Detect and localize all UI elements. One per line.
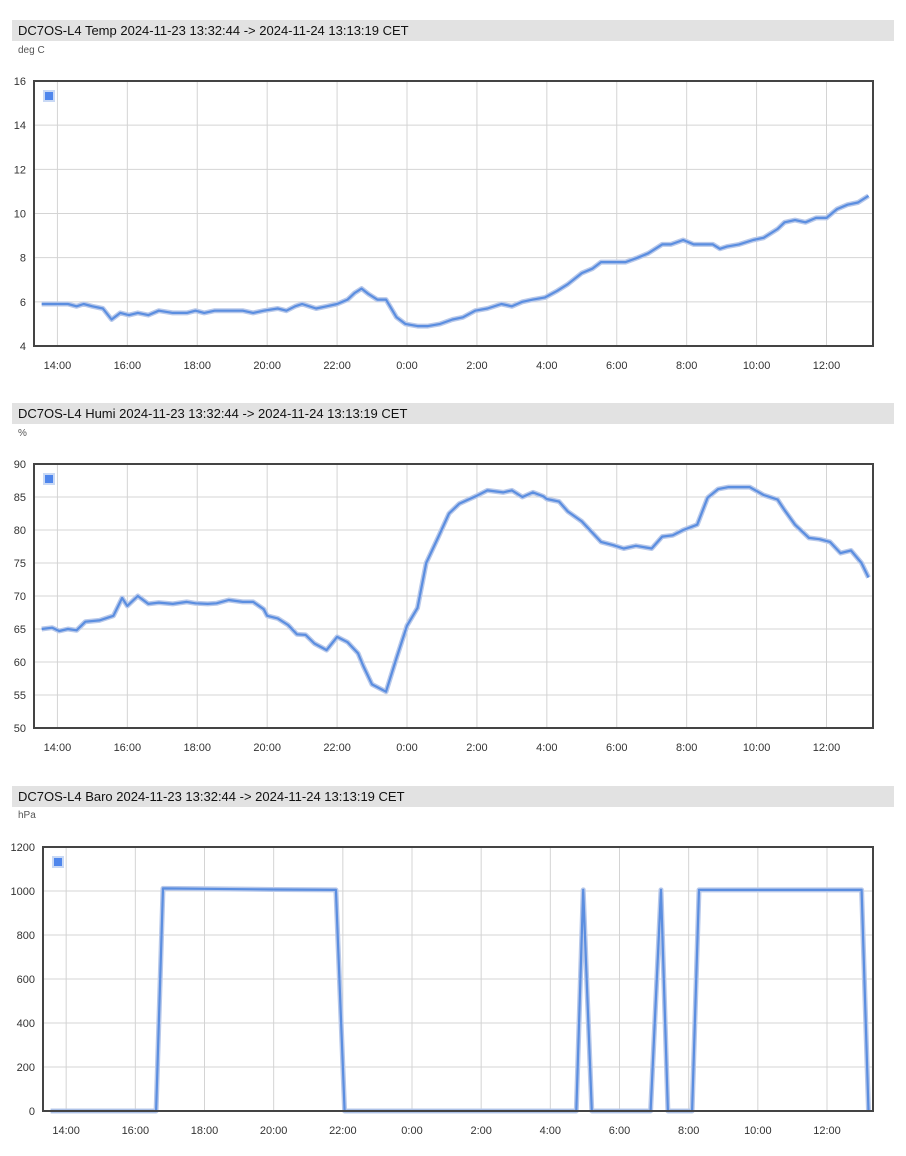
baro-ytick-label: 0 <box>29 1106 35 1118</box>
humi-legend-swatch <box>43 473 55 485</box>
humi-ytick-label: 75 <box>14 558 26 570</box>
baro-legend-swatch <box>52 856 64 868</box>
humi-xtick-label: 0:00 <box>396 742 417 754</box>
humi-ytick-label: 60 <box>14 657 26 669</box>
temp-xtick-label: 8:00 <box>676 360 697 372</box>
baro-xtick-label: 8:00 <box>678 1125 699 1137</box>
temp-xtick-label: 6:00 <box>606 360 627 372</box>
humi-xtick-label: 18:00 <box>183 742 211 754</box>
temp-xtick-label: 18:00 <box>183 360 211 372</box>
humi-xtick-label: 14:00 <box>44 742 72 754</box>
humi-chart-ylabel: % <box>18 428 27 439</box>
temp-xtick-label: 20:00 <box>253 360 281 372</box>
temp-ytick-label: 8 <box>20 253 26 265</box>
humi-ytick-label: 70 <box>14 591 26 603</box>
temp-ytick-label: 6 <box>20 297 26 309</box>
baro-xtick-label: 4:00 <box>540 1125 561 1137</box>
temp-xtick-label: 10:00 <box>743 360 771 372</box>
humi-ytick-label: 90 <box>14 459 26 471</box>
baro-xtick-label: 18:00 <box>191 1125 219 1137</box>
baro-xtick-label: 0:00 <box>401 1125 422 1137</box>
baro-chart-title: DC7OS-L4 Baro 2024-11-23 13:32:44 -> 202… <box>12 786 894 807</box>
baro-series-line <box>50 887 870 1113</box>
temp-chart-ylabel: deg C <box>18 45 45 56</box>
baro-xtick-label: 2:00 <box>470 1125 491 1137</box>
temp-xtick-label: 12:00 <box>813 360 841 372</box>
temp-xtick-label: 0:00 <box>396 360 417 372</box>
temp-ytick-label: 4 <box>20 341 26 353</box>
temp-xtick-label: 14:00 <box>44 360 72 372</box>
baro-ytick-label: 600 <box>17 974 35 986</box>
humi-xtick-label: 10:00 <box>743 742 771 754</box>
baro-ytick-label: 1200 <box>11 842 35 854</box>
baro-xtick-label: 14:00 <box>52 1125 80 1137</box>
baro-ytick-label: 1000 <box>11 886 35 898</box>
temp-xtick-label: 22:00 <box>323 360 351 372</box>
humi-xtick-label: 8:00 <box>676 742 697 754</box>
baro-xtick-label: 10:00 <box>744 1125 772 1137</box>
humi-xtick-label: 20:00 <box>253 742 281 754</box>
temp-legend-swatch <box>43 90 55 102</box>
humi-series-line <box>41 486 870 693</box>
baro-xtick-label: 6:00 <box>609 1125 630 1137</box>
temp-chart-title: DC7OS-L4 Temp 2024-11-23 13:32:44 -> 202… <box>12 20 894 41</box>
baro-series-line-shadow <box>50 885 871 1114</box>
temp-ytick-label: 16 <box>14 76 26 88</box>
humi-xtick-label: 6:00 <box>606 742 627 754</box>
temp-xtick-label: 16:00 <box>114 360 142 372</box>
baro-plot-frame <box>42 846 874 1112</box>
humi-xtick-label: 22:00 <box>323 742 351 754</box>
baro-ytick-label: 800 <box>17 930 35 942</box>
humi-ytick-label: 50 <box>14 723 26 735</box>
humi-xtick-label: 4:00 <box>536 742 557 754</box>
baro-xtick-label: 12:00 <box>813 1125 841 1137</box>
temp-chart: 4 6 8 10 12 14 16 14:00 16:00 18:00 20:00 22:00 0:00… <box>14 76 874 372</box>
baro-chart-ylabel: hPa <box>18 810 36 821</box>
humi-plot-frame <box>33 463 874 729</box>
humi-ytick-label: 85 <box>14 492 26 504</box>
baro-xtick-label: 16:00 <box>122 1125 150 1137</box>
humi-ytick-label: 55 <box>14 690 26 702</box>
temp-xtick-label: 2:00 <box>466 360 487 372</box>
temp-ytick-label: 12 <box>14 164 26 176</box>
humi-xtick-label: 12:00 <box>813 742 841 754</box>
baro-ytick-label: 200 <box>17 1062 35 1074</box>
temp-series-line <box>41 194 870 328</box>
temp-ytick-label: 10 <box>14 209 26 221</box>
temp-ytick-label: 14 <box>14 120 26 132</box>
temp-plot-frame <box>33 80 874 347</box>
humi-xtick-label: 2:00 <box>466 742 487 754</box>
baro-xtick-label: 20:00 <box>260 1125 288 1137</box>
humi-chart-title: DC7OS-L4 Humi 2024-11-23 13:32:44 -> 202… <box>12 403 894 424</box>
humi-ytick-label: 80 <box>14 525 26 537</box>
humi-chart: 50 55 60 65 70 75 80 85 90 14:00 16:00 18:00 20:00 22… <box>14 459 874 754</box>
baro-xtick-label: 22:00 <box>329 1125 357 1137</box>
temp-xtick-label: 4:00 <box>536 360 557 372</box>
baro-ytick-label: 400 <box>17 1018 35 1030</box>
humi-xtick-label: 16:00 <box>114 742 142 754</box>
humi-ytick-label: 65 <box>14 624 26 636</box>
